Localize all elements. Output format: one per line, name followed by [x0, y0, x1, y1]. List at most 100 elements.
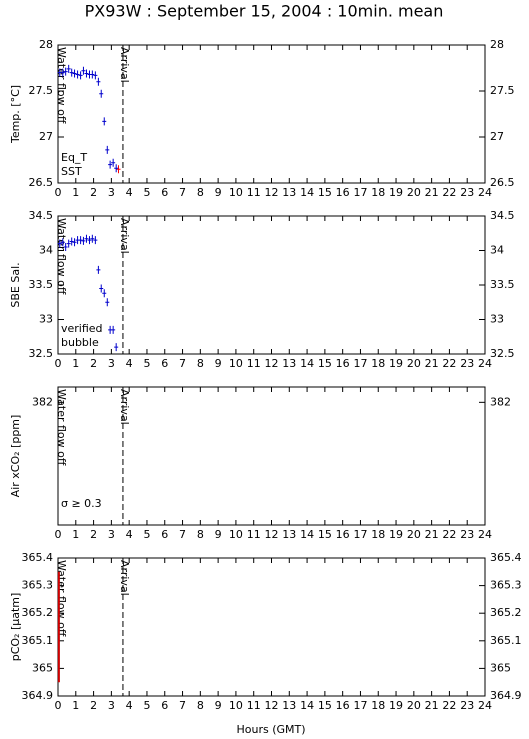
y-tick-label: 364.9	[22, 689, 54, 702]
x-tick-label: 10	[229, 528, 243, 541]
x-tick-label: 12	[265, 699, 279, 712]
data-point	[66, 239, 71, 248]
x-tick-label: 13	[282, 699, 296, 712]
data-point	[96, 265, 101, 274]
y-tick-label: 365.2	[490, 606, 522, 619]
legend-note: σ ≥ 0.3	[61, 497, 102, 510]
data-point	[90, 234, 95, 243]
y-tick-label: 26.5	[29, 176, 54, 189]
data-point	[99, 89, 104, 98]
data-point	[102, 289, 107, 298]
x-tick-label: 5	[143, 357, 150, 370]
data-point	[116, 165, 121, 174]
x-tick-label: 21	[425, 186, 439, 199]
x-tick-label: 1	[72, 357, 79, 370]
x-tick-label: 0	[55, 186, 62, 199]
x-tick-label: 6	[161, 699, 168, 712]
x-tick-label: 9	[215, 528, 222, 541]
data-point	[105, 298, 110, 307]
data-point	[72, 238, 77, 247]
x-tick-label: 23	[460, 186, 474, 199]
x-tick-label: 2	[90, 528, 97, 541]
x-tick-label: 18	[371, 699, 385, 712]
y-tick-label: 365.4	[22, 551, 54, 564]
data-point	[90, 70, 95, 79]
y-axis-label: SBE Sal.	[9, 262, 22, 307]
x-tick-label: 2	[90, 357, 97, 370]
x-tick-label: 15	[318, 186, 332, 199]
y-tick-label: 34.5	[490, 209, 515, 222]
x-tick-label: 16	[336, 528, 350, 541]
event-label: Arrival	[118, 389, 131, 425]
x-tick-label: 12	[265, 528, 279, 541]
y-tick-label: 32.5	[490, 347, 515, 360]
data-point	[105, 145, 110, 154]
x-tick-label: 4	[126, 528, 133, 541]
y-axis-label: pCO₂ [μatm]	[9, 593, 22, 662]
data-point	[78, 236, 83, 245]
x-tick-label: 14	[300, 186, 314, 199]
data-point	[102, 117, 107, 126]
x-tick-label: 13	[282, 357, 296, 370]
y-tick-label: 365	[490, 661, 511, 674]
x-tick-label: 21	[425, 699, 439, 712]
x-tick-label: 14	[300, 357, 314, 370]
x-tick-label: 24	[478, 528, 492, 541]
x-tick-label: 18	[371, 357, 385, 370]
y-tick-label: 28	[490, 38, 504, 51]
x-tick-label: 14	[300, 528, 314, 541]
x-tick-label: 18	[371, 186, 385, 199]
y-tick-label: 32.5	[29, 347, 54, 360]
x-tick-label: 16	[336, 699, 350, 712]
x-tick-label: 17	[353, 528, 367, 541]
y-tick-label: 33	[39, 313, 53, 326]
x-tick-label: 0	[55, 699, 62, 712]
x-tick-label: 3	[108, 186, 115, 199]
x-tick-label: 8	[197, 186, 204, 199]
x-tick-label: 15	[318, 357, 332, 370]
y-tick-label: 365.3	[490, 579, 522, 592]
y-tick-label: 365.2	[22, 606, 54, 619]
x-tick-label: 1	[72, 186, 79, 199]
y-axis-label: Air xCO₂ [ppm]	[9, 415, 22, 498]
x-tick-label: 19	[389, 186, 403, 199]
x-tick-label: 6	[161, 186, 168, 199]
x-tick-label: 22	[442, 186, 456, 199]
x-tick-label: 22	[442, 699, 456, 712]
data-point	[69, 237, 74, 246]
data-point	[75, 70, 80, 79]
event-label: Arrival	[118, 560, 131, 596]
x-tick-label: 4	[126, 357, 133, 370]
x-tick-label: 5	[143, 186, 150, 199]
x-tick-label: 8	[197, 699, 204, 712]
data-point	[60, 238, 65, 247]
x-tick-label: 7	[179, 699, 186, 712]
y-tick-label: 34.5	[29, 209, 54, 222]
y-tick-label: 365.1	[22, 634, 54, 647]
y-tick-label: 34	[490, 244, 504, 257]
x-tick-label: 13	[282, 528, 296, 541]
data-point	[66, 64, 71, 73]
x-tick-label: 23	[460, 357, 474, 370]
y-tick-label: 27.5	[29, 84, 54, 97]
x-axis-label: Hours (GMT)	[236, 723, 305, 736]
x-tick-label: 22	[442, 528, 456, 541]
y-tick-label: 33	[490, 313, 504, 326]
x-tick-label: 15	[318, 699, 332, 712]
x-tick-label: 11	[247, 186, 261, 199]
x-tick-label: 1	[72, 528, 79, 541]
y-tick-label: 34	[39, 244, 53, 257]
data-point	[114, 164, 119, 173]
event-label: Water flow off	[55, 47, 68, 124]
x-tick-label: 2	[90, 186, 97, 199]
x-tick-label: 0	[55, 357, 62, 370]
event-label: Water flow off	[55, 218, 68, 295]
x-tick-label: 11	[247, 357, 261, 370]
x-tick-label: 17	[353, 186, 367, 199]
x-tick-label: 24	[478, 186, 492, 199]
data-point	[108, 160, 113, 169]
x-tick-label: 5	[143, 528, 150, 541]
x-tick-label: 10	[229, 357, 243, 370]
data-point	[57, 239, 62, 248]
